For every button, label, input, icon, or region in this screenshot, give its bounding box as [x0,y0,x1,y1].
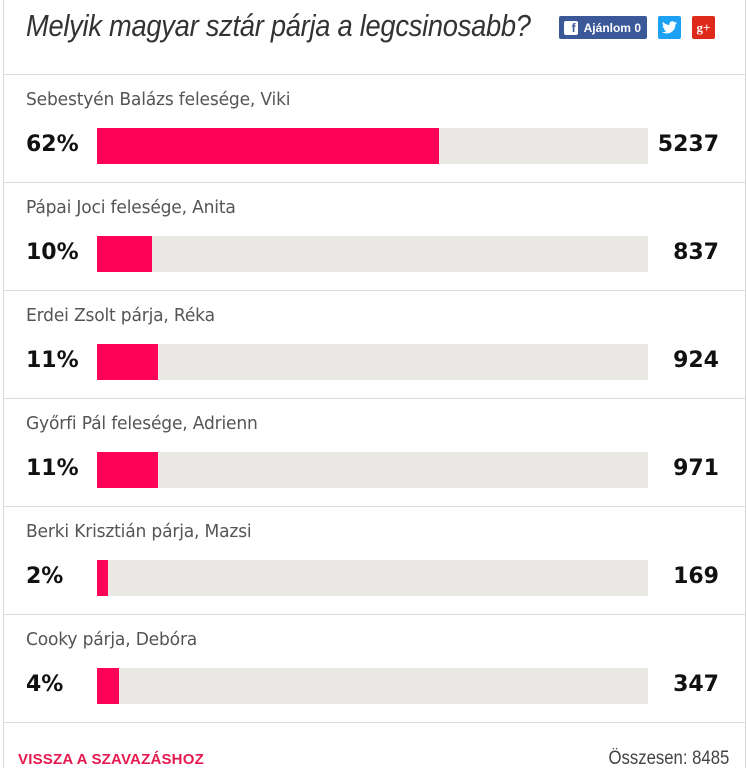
poll-widget: Melyik magyar sztár párja a legcsinosabb… [3,0,746,768]
option-bar-fill [97,560,109,596]
twitter-share-button[interactable] [658,16,681,39]
poll-footer: VISSZA A SZAVAZÁSHOZ Összesen: 8485 [4,723,745,768]
option-bar-fill [97,344,158,380]
back-to-vote-link[interactable]: VISSZA A SZAVAZÁSHOZ [18,751,204,768]
option-bar-track [97,668,648,704]
option-votes: 5237 [657,132,719,157]
option-votes: 169 [673,564,719,589]
option-percent: 11% [26,456,79,481]
poll-header: Melyik magyar sztár párja a legcsinosabb… [4,0,745,75]
facebook-icon: f [563,20,578,35]
option-bar-fill [97,452,158,488]
option-bar-track [97,236,648,272]
option-percent: 4% [26,672,64,697]
option-bar-track [97,344,648,380]
option-label: Sebestyén Balázs felesége, Viki [26,89,291,110]
total-votes: Összesen: 8485 [608,748,729,768]
twitter-icon [662,21,677,34]
poll-option-row: Győrfi Pál felesége, Adrienn 11% 971 [4,399,745,507]
poll-options: Sebestyén Balázs felesége, Viki 62% 5237… [4,75,745,723]
poll-option-row: Sebestyén Balázs felesége, Viki 62% 5237 [4,75,745,183]
option-percent: 10% [26,240,79,265]
option-label: Győrfi Pál felesége, Adrienn [26,413,258,434]
option-bar-fill [97,236,153,272]
poll-option-row: Pápai Joci felesége, Anita 10% 837 [4,183,745,291]
option-votes: 971 [673,456,719,481]
option-votes: 924 [673,348,719,373]
poll-option-row: Berki Krisztián párja, Mazsi 2% 169 [4,507,745,615]
poll-option-row: Cooky párja, Debóra 4% 347 [4,615,745,723]
share-buttons: f Ajánlom 0 g+ [558,16,715,39]
option-percent: 11% [26,348,79,373]
option-percent: 2% [26,564,64,589]
option-label: Erdei Zsolt párja, Réka [26,305,215,326]
option-percent: 62% [26,132,79,157]
option-bar-fill [97,668,120,704]
googleplus-share-button[interactable]: g+ [692,16,715,39]
option-bar-fill [97,128,439,164]
googleplus-icon: g+ [696,19,711,35]
poll-title: Melyik magyar sztár párja a legcsinosabb… [26,8,531,43]
facebook-like-button[interactable]: f Ajánlom 0 [558,16,647,39]
facebook-like-label: Ajánlom 0 [583,20,641,35]
option-label: Berki Krisztián párja, Mazsi [26,521,252,542]
option-bar-track [97,560,648,596]
option-label: Cooky párja, Debóra [26,629,198,650]
option-bar-track [97,128,648,164]
option-label: Pápai Joci felesége, Anita [26,197,236,218]
option-votes: 837 [673,240,719,265]
option-bar-track [97,452,648,488]
poll-option-row: Erdei Zsolt párja, Réka 11% 924 [4,291,745,399]
option-votes: 347 [673,672,719,697]
